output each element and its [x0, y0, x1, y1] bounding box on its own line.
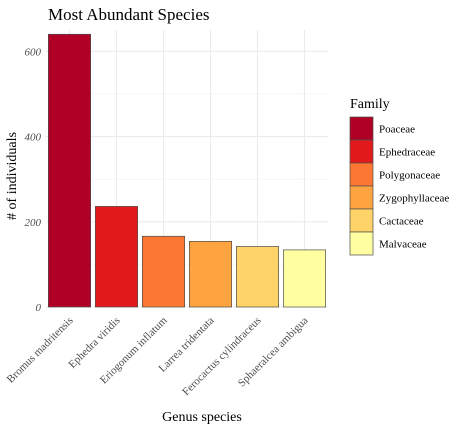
legend-label: Cactaceae: [379, 216, 424, 228]
x-tick-label: Ferocactus cylindraceus: [180, 315, 263, 398]
y-tick-label: 0: [36, 302, 42, 314]
legend: Family Poaceae Ephedraceae Polygonaceae Zyg…: [349, 97, 449, 256]
legend-swatch: [349, 139, 374, 164]
bar-bromus-madritensis: [47, 33, 91, 308]
y-axis-label: # of individuals: [5, 132, 20, 220]
legend-label: Zygophyllaceae: [379, 193, 449, 205]
legend-swatch: [349, 185, 374, 210]
y-tick-label: 600: [25, 46, 42, 58]
x-tick-label: Bromus madritensis: [5, 315, 76, 386]
legend-items: Poaceae Ephedraceae Polygonaceae Zygophylla…: [349, 116, 449, 256]
legend-swatch: [349, 208, 374, 233]
bar-eriogonum-inflatum: [142, 235, 186, 308]
chart-title: Most Abundant Species: [48, 5, 210, 24]
legend-swatch: [349, 116, 374, 141]
bars: [47, 33, 327, 308]
y-tick-label: 200: [25, 217, 42, 229]
legend-title: Family: [350, 97, 390, 112]
legend-label: Malvaceae: [379, 239, 427, 251]
bar-ferocactus-cylindraceus: [236, 246, 280, 308]
legend-label: Polygonaceae: [379, 170, 440, 182]
legend-swatch: [349, 231, 374, 256]
y-axis-ticks: 0 200 400 600: [25, 46, 42, 314]
bar-sphaeralcea-ambigua: [283, 249, 327, 308]
legend-swatch: [349, 162, 374, 187]
bar-ephedra-viridis: [94, 206, 138, 308]
y-tick-label: 400: [25, 132, 42, 144]
bar-larrea-tridentata: [189, 241, 233, 308]
x-axis-label: Genus species: [162, 410, 242, 425]
legend-label: Ephedraceae: [379, 147, 435, 159]
legend-label: Poaceae: [379, 124, 415, 136]
